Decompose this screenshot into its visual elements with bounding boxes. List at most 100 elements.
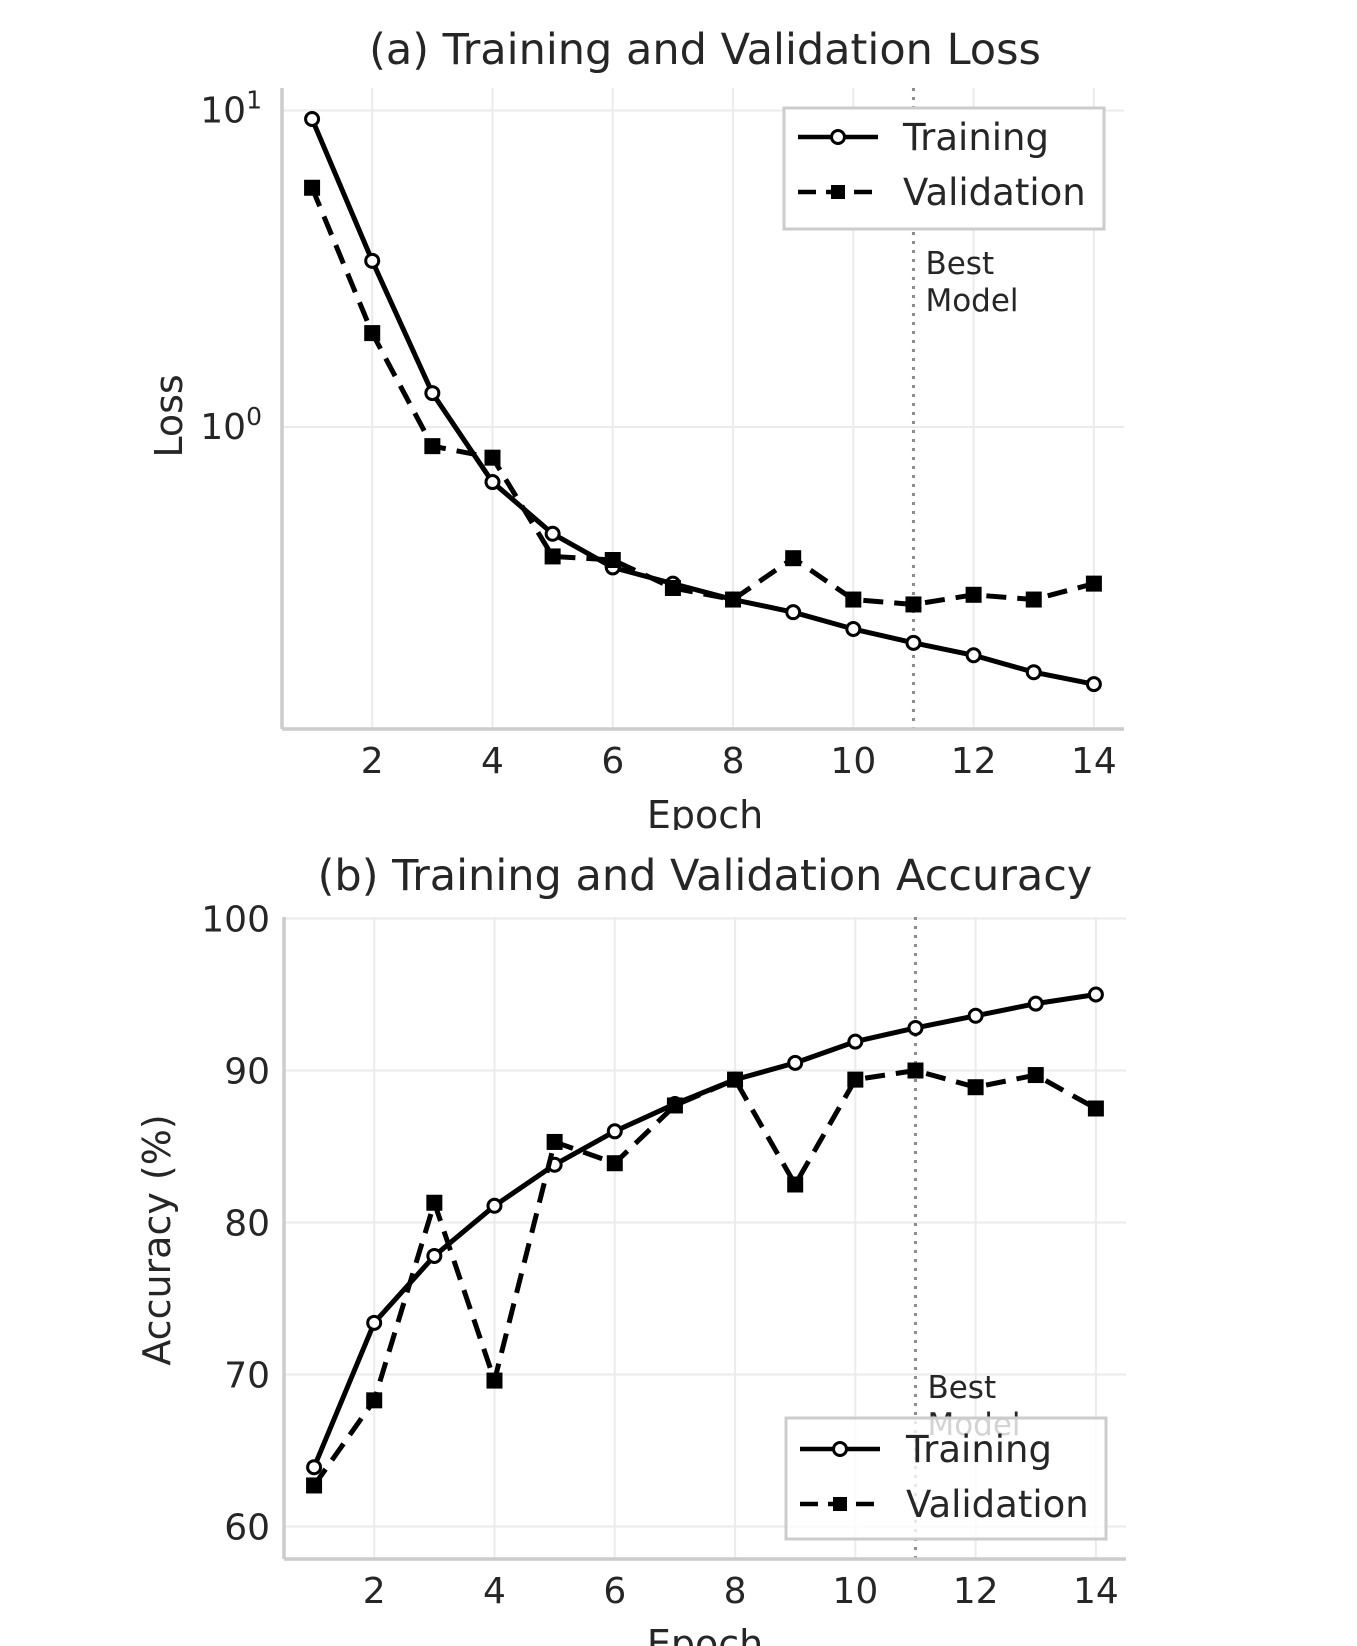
x-tick-label: 6 <box>601 741 624 782</box>
loss-chart: (a) Training and Validation Loss 2 4 6 8 10 1… <box>147 25 1124 837</box>
accuracy-validation-point <box>1027 1067 1044 1084</box>
accuracy-validation-point <box>847 1071 864 1088</box>
accuracy-training-point <box>486 1197 503 1214</box>
x-tick-label: 8 <box>722 741 745 782</box>
accuracy-validation-point <box>666 1097 683 1114</box>
accuracy-validation-point <box>787 1176 804 1193</box>
loss-training-point <box>1025 664 1042 681</box>
loss-training-point <box>785 604 802 621</box>
accuracy-training-point <box>306 1459 323 1476</box>
y-tick-label: 90 <box>224 1052 270 1093</box>
x-tick-label: 10 <box>832 1571 878 1612</box>
legend-training-marker <box>830 129 846 145</box>
legend-entry-validation: Validation <box>800 1483 1089 1526</box>
accuracy-validation-point <box>1087 1100 1104 1117</box>
loss-validation-point <box>604 551 621 568</box>
legend-training-label: Training <box>902 116 1049 159</box>
x-tick-label: 2 <box>361 741 384 782</box>
loss-validation-line <box>309 186 1095 607</box>
accuracy-validation-point <box>546 1133 563 1150</box>
y-tick-label: 100 <box>201 900 270 941</box>
accuracy-x-ticks: 2 4 6 8 10 12 14 <box>363 1571 1119 1612</box>
loss-y-axis-label: Loss <box>147 374 191 457</box>
loss-chart-title: (a) Training and Validation Loss <box>369 25 1041 75</box>
loss-training-point <box>845 621 862 638</box>
accuracy-training-point <box>606 1123 623 1140</box>
accuracy-validation-point <box>967 1079 984 1096</box>
loss-training-point <box>364 252 381 269</box>
legend-entry-training: Training <box>798 116 1049 159</box>
loss-validation-point <box>1025 591 1042 608</box>
loss-validation-point <box>364 325 381 342</box>
accuracy-chart-title: (b) Training and Validation Accuracy <box>318 851 1093 901</box>
x-tick-label: 12 <box>951 741 997 782</box>
accuracy-y-ticks: 60 70 80 90 100 <box>201 900 270 1549</box>
loss-validation-point <box>785 550 802 567</box>
best-model-annotation: Best Model <box>925 246 1018 319</box>
accuracy-training-point <box>787 1054 804 1071</box>
x-tick-label: 12 <box>953 1571 999 1612</box>
loss-validation-point <box>424 438 441 455</box>
accuracy-validation-point <box>907 1062 924 1079</box>
accuracy-training-point <box>366 1314 383 1331</box>
loss-validation-point <box>1085 575 1102 592</box>
accuracy-training-point <box>907 1019 924 1036</box>
x-tick-label: 8 <box>724 1571 747 1612</box>
loss-x-axis-label: Epoch <box>647 793 763 837</box>
x-tick-label: 14 <box>1073 1571 1119 1612</box>
loss-validation-point <box>484 449 501 466</box>
loss-training-point <box>304 111 321 128</box>
accuracy-plot-area <box>306 986 1104 1494</box>
loss-training-line <box>309 118 1095 687</box>
accuracy-training-point <box>426 1247 443 1264</box>
y-tick-label: 100 <box>200 402 262 448</box>
y-tick-label: 101 <box>200 86 262 132</box>
loss-validation-point <box>905 596 922 613</box>
loss-validation-point <box>725 591 742 608</box>
loss-training-point <box>424 385 441 402</box>
loss-plot-area <box>304 111 1102 693</box>
accuracy-validation-point <box>366 1392 383 1409</box>
x-tick-label: 10 <box>830 741 876 782</box>
x-tick-label: 14 <box>1071 741 1117 782</box>
loss-validation-point <box>845 591 862 608</box>
loss-training-point <box>965 647 982 664</box>
legend-entry-validation: Validation <box>798 171 1086 214</box>
legend-training-marker <box>832 1441 848 1457</box>
accuracy-validation-point <box>306 1477 323 1494</box>
loss-x-ticks: 2 4 6 8 10 12 14 <box>361 741 1117 782</box>
accuracy-training-point <box>967 1007 984 1024</box>
accuracy-training-point <box>847 1033 864 1050</box>
accuracy-validation-point <box>486 1372 503 1389</box>
accuracy-x-axis-label: Epoch <box>647 1622 763 1646</box>
loss-validation-point <box>664 579 681 596</box>
legend-validation-label: Validation <box>906 1483 1089 1526</box>
loss-validation-point <box>544 548 561 565</box>
x-tick-label: 4 <box>483 1571 506 1612</box>
y-tick-label: 80 <box>224 1204 270 1245</box>
loss-axes <box>280 88 1124 731</box>
legend-validation-marker <box>833 1497 847 1511</box>
accuracy-validation-line <box>312 1068 1098 1487</box>
legend-training-label: Training <box>905 1428 1052 1471</box>
loss-training-point <box>544 525 561 542</box>
accuracy-validation-point <box>727 1071 744 1088</box>
loss-y-ticks: 101 100 <box>200 86 262 449</box>
accuracy-validation-point <box>426 1194 443 1211</box>
panel-separator <box>0 830 1357 846</box>
accuracy-training-point <box>1027 995 1044 1012</box>
accuracy-training-line <box>311 992 1097 1469</box>
loss-training-point <box>484 474 501 491</box>
x-tick-label: 4 <box>481 741 504 782</box>
legend-validation-label: Validation <box>903 171 1086 214</box>
y-tick-label: 60 <box>224 1508 270 1549</box>
y-tick-label: 70 <box>224 1356 270 1397</box>
legend-entry-training: Training <box>800 1428 1052 1471</box>
accuracy-axes <box>282 917 1126 1561</box>
x-tick-label: 6 <box>603 1571 626 1612</box>
accuracy-chart: (b) Training and Validation Accuracy Bes… <box>135 851 1126 1646</box>
accuracy-legend: Training Validation <box>784 1416 1108 1541</box>
x-tick-label: 2 <box>363 1571 386 1612</box>
legend-validation-marker <box>831 185 845 199</box>
